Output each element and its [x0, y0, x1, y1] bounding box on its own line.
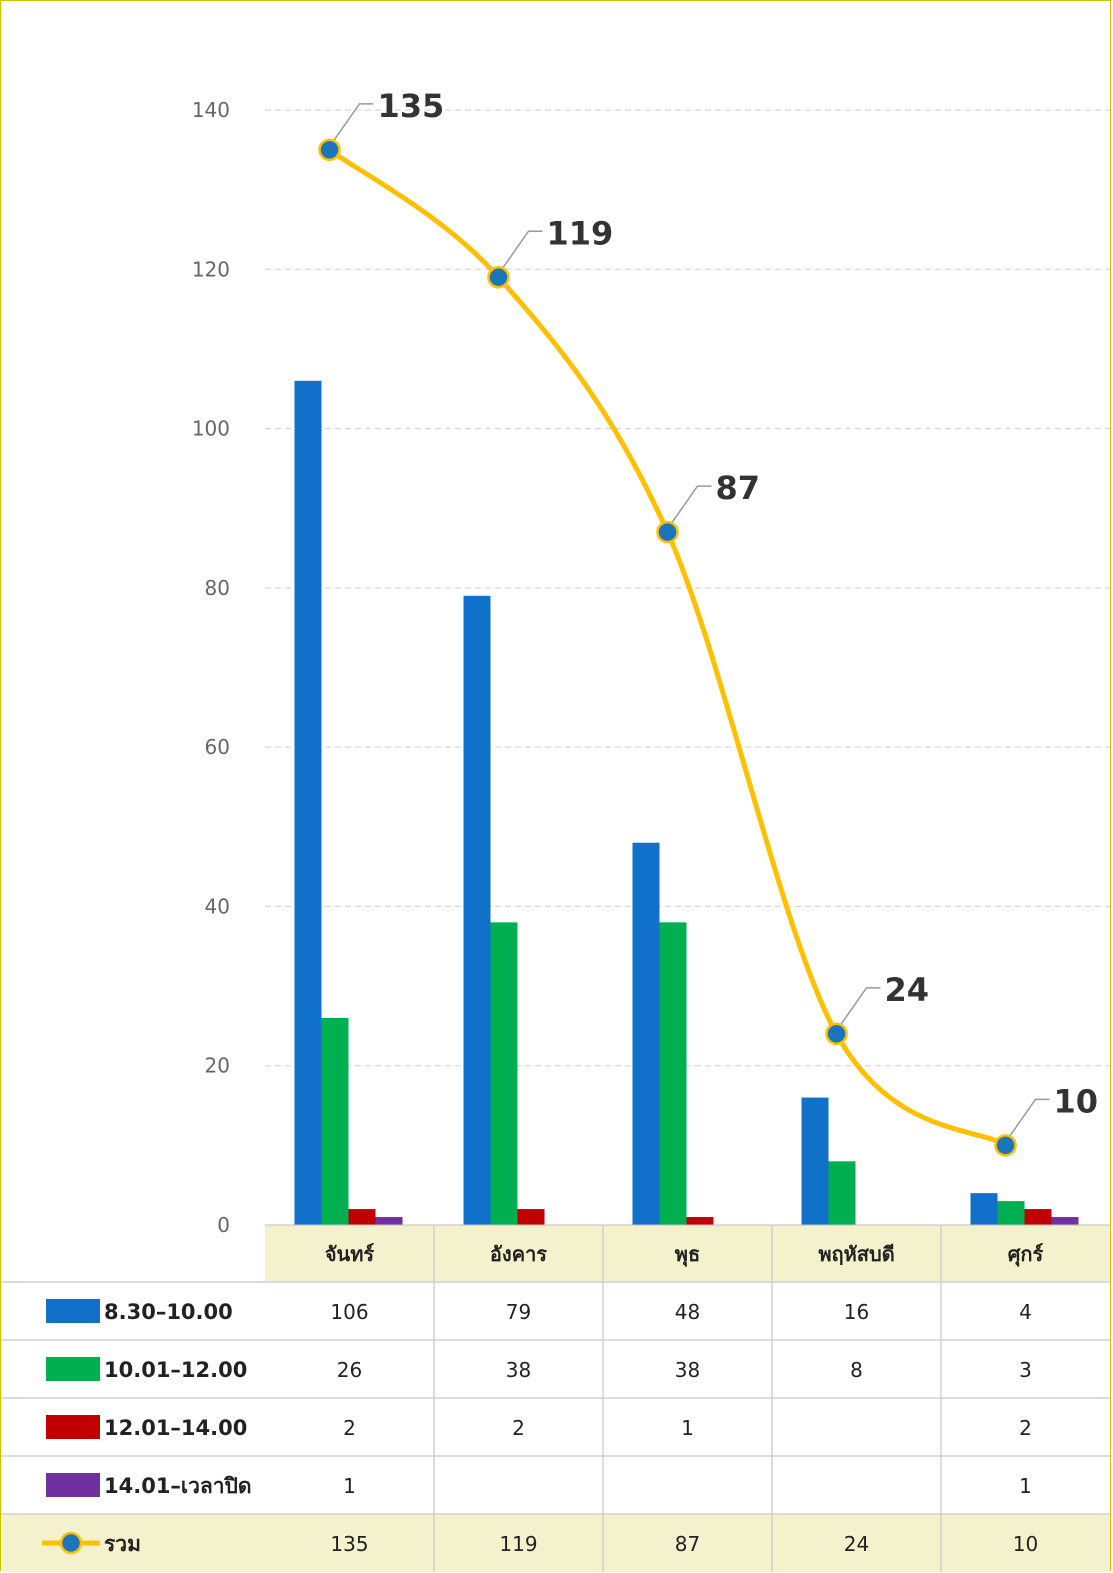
total-marker: [656, 520, 679, 544]
y-tick-label: 0: [217, 1213, 230, 1237]
bar: [375, 1217, 403, 1225]
total-data-label: 24: [885, 971, 930, 1009]
y-tick-label: 120: [192, 257, 230, 281]
table-row-label: 12.01–14.00: [104, 1416, 247, 1440]
table-row-label: 14.01–เวลาปิด: [104, 1474, 252, 1498]
bar: [632, 842, 660, 1225]
table-cell: 4: [1019, 1300, 1032, 1324]
bar: [828, 1161, 856, 1225]
legend-key: [46, 1357, 100, 1381]
table-cell: 119: [499, 1532, 537, 1556]
bar: [1024, 1209, 1052, 1225]
legend-key: [46, 1415, 100, 1439]
table-cell: 38: [506, 1358, 531, 1382]
y-tick-label: 80: [205, 576, 230, 600]
y-tick-label: 100: [192, 417, 230, 441]
total-data-label: 135: [378, 87, 445, 125]
table-cell: 48: [675, 1300, 700, 1324]
table-cell: 2: [512, 1416, 525, 1440]
table-cell: 2: [1019, 1416, 1032, 1440]
category-label: อังคาร: [490, 1242, 547, 1266]
bar: [1051, 1217, 1079, 1225]
bar: [517, 1209, 545, 1225]
table-row-label: รวม: [104, 1532, 141, 1556]
y-tick-label: 40: [205, 894, 230, 918]
total-row-band: [1, 1514, 1110, 1572]
total-data-label: 87: [716, 469, 761, 507]
table-cell: 106: [330, 1300, 368, 1324]
undefined: [837, 987, 881, 1029]
table-cell: 1: [681, 1416, 694, 1440]
bar: [659, 922, 687, 1225]
total-marker: [318, 138, 341, 162]
legend-key: [46, 1473, 100, 1497]
legend-key-marker: [59, 1531, 83, 1555]
undefined: [499, 230, 543, 272]
y-tick-label: 140: [192, 98, 230, 122]
table-cell: 3: [1019, 1358, 1032, 1382]
bar: [348, 1209, 376, 1225]
bar: [970, 1193, 998, 1225]
undefined: [330, 103, 374, 145]
table-cell: 2: [343, 1416, 356, 1440]
total-data-label: 10: [1054, 1082, 1099, 1120]
bar: [686, 1217, 714, 1225]
table-cell: 26: [337, 1358, 362, 1382]
total-marker: [825, 1022, 848, 1046]
category-header-band: [265, 1225, 1110, 1282]
table-cell: 1: [1019, 1474, 1032, 1498]
undefined: [668, 485, 712, 527]
category-label: พุธ: [675, 1242, 700, 1267]
total-line: [327, 147, 1007, 1148]
total-data-label: 119: [547, 214, 614, 252]
table-cell: 10: [1013, 1532, 1038, 1556]
bar: [463, 595, 491, 1225]
table-row-label: 10.01–12.00: [104, 1358, 247, 1382]
undefined: [1006, 1098, 1050, 1140]
table-cell: 38: [675, 1358, 700, 1382]
category-label: พฤหัสบดี: [818, 1242, 894, 1266]
total-marker: [487, 266, 510, 289]
legend-key: [46, 1299, 100, 1323]
total-marker: [994, 1134, 1017, 1157]
category-label: ศุกร์: [1008, 1242, 1044, 1267]
table-cell: 24: [844, 1532, 869, 1556]
bar: [801, 1097, 829, 1225]
table-cell: 16: [844, 1300, 869, 1324]
bar: [490, 922, 518, 1225]
table-cell: 79: [506, 1300, 531, 1324]
y-tick-label: 20: [205, 1054, 230, 1078]
table-cell: 8: [850, 1358, 863, 1382]
category-label: จันทร์: [325, 1242, 375, 1266]
table-row-label: 8.30–10.00: [104, 1300, 233, 1324]
table-cell: 1: [343, 1474, 356, 1498]
bar: [997, 1201, 1025, 1225]
bar: [321, 1017, 349, 1225]
bar: [294, 380, 322, 1225]
y-tick-label: 60: [205, 735, 230, 759]
table-cell: 87: [675, 1532, 700, 1556]
table-cell: 135: [330, 1532, 368, 1556]
